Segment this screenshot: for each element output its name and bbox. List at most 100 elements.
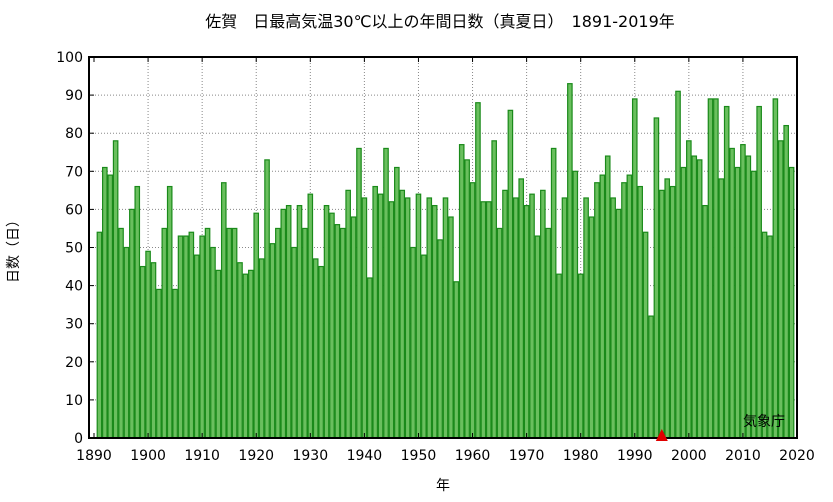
- bar: [350, 216, 357, 439]
- y-tick-label: 70: [65, 164, 83, 180]
- bar: [604, 155, 611, 439]
- bar: [523, 204, 530, 439]
- bar: [318, 265, 324, 439]
- x-tick-label: 1940: [347, 448, 383, 464]
- bar: [415, 193, 422, 439]
- x-tick-label: 1990: [617, 448, 653, 464]
- y-tick-label: 80: [65, 126, 83, 142]
- bar: [507, 109, 514, 439]
- bar: [496, 227, 503, 439]
- bar: [145, 250, 151, 439]
- bar: [761, 231, 768, 439]
- bar: [464, 159, 470, 439]
- bar: [696, 159, 703, 439]
- bar: [702, 204, 708, 439]
- x-tick-label: 1910: [184, 448, 220, 464]
- bar: [285, 204, 292, 439]
- bar: [621, 182, 627, 439]
- x-tick-label: 1950: [401, 448, 437, 464]
- bar: [339, 227, 346, 439]
- bar: [334, 224, 341, 439]
- bar: [242, 273, 249, 439]
- bar: [664, 178, 671, 439]
- bar: [237, 262, 243, 439]
- bar: [112, 140, 119, 439]
- bar: [767, 235, 773, 439]
- bar: [756, 105, 762, 439]
- bar: [545, 227, 552, 439]
- bar: [788, 166, 795, 439]
- bar: [275, 227, 281, 439]
- y-tick-label: 60: [65, 202, 83, 218]
- bar: [166, 185, 173, 439]
- bar: [518, 178, 525, 439]
- bar: [302, 227, 308, 439]
- x-tick-label: 1920: [238, 448, 274, 464]
- x-tick-label: 1900: [130, 448, 166, 464]
- chart-title: 佐賀 日最高気温30℃以上の年間日数（真夏日） 1891-2019年: [205, 12, 675, 31]
- bar: [264, 159, 270, 439]
- x-tick-label: 1890: [76, 448, 112, 464]
- bar: [210, 246, 216, 439]
- bar: [248, 269, 254, 439]
- bar: [615, 208, 622, 439]
- bar: [204, 227, 211, 439]
- bar: [512, 197, 519, 439]
- bar: [231, 227, 238, 439]
- y-tick-label: 0: [74, 431, 83, 447]
- bar: [183, 235, 189, 439]
- x-axis-label: 年: [436, 478, 450, 494]
- bar: [572, 170, 579, 439]
- bar: [729, 147, 735, 439]
- bar: [777, 140, 784, 439]
- bar: [556, 273, 562, 439]
- bar: [561, 197, 568, 439]
- bar: [772, 98, 779, 439]
- bar: [172, 288, 178, 439]
- bar: [469, 182, 476, 439]
- bar: [345, 189, 351, 439]
- bar: [107, 174, 114, 439]
- bar: [383, 147, 389, 439]
- bar: [648, 315, 654, 439]
- bar: [123, 246, 130, 439]
- bar: [404, 197, 411, 439]
- bar: [659, 189, 665, 439]
- bar: [269, 243, 276, 439]
- bar: [394, 166, 400, 439]
- bar: [399, 189, 406, 439]
- bar: [718, 178, 725, 439]
- bar: [583, 197, 589, 439]
- bar: [577, 273, 584, 439]
- bar: [188, 231, 195, 439]
- y-axis-label: 日数（日）: [6, 213, 22, 283]
- y-tick-label: 30: [65, 317, 83, 333]
- marker-triangle-icon: [655, 429, 668, 441]
- bar: [642, 231, 649, 439]
- y-tick-label: 40: [65, 279, 83, 295]
- bar: [734, 166, 741, 439]
- bar: [783, 124, 789, 439]
- bar: [150, 262, 157, 439]
- bar: [745, 155, 752, 439]
- bar: [599, 174, 606, 439]
- bar: [329, 212, 335, 439]
- bar: [713, 98, 719, 439]
- bar: [691, 155, 698, 439]
- bar: [480, 201, 487, 439]
- y-tick-label: 10: [65, 393, 83, 409]
- bar: [156, 288, 162, 439]
- bar: [118, 227, 124, 439]
- x-tick-label: 2010: [725, 448, 761, 464]
- bar: [291, 246, 297, 439]
- bar: [377, 193, 384, 439]
- bar: [594, 182, 600, 439]
- bar: [458, 144, 465, 439]
- bar: [707, 98, 714, 439]
- bar: [686, 140, 692, 439]
- bar: [296, 204, 303, 439]
- bar: [453, 281, 460, 439]
- bar: [426, 197, 433, 439]
